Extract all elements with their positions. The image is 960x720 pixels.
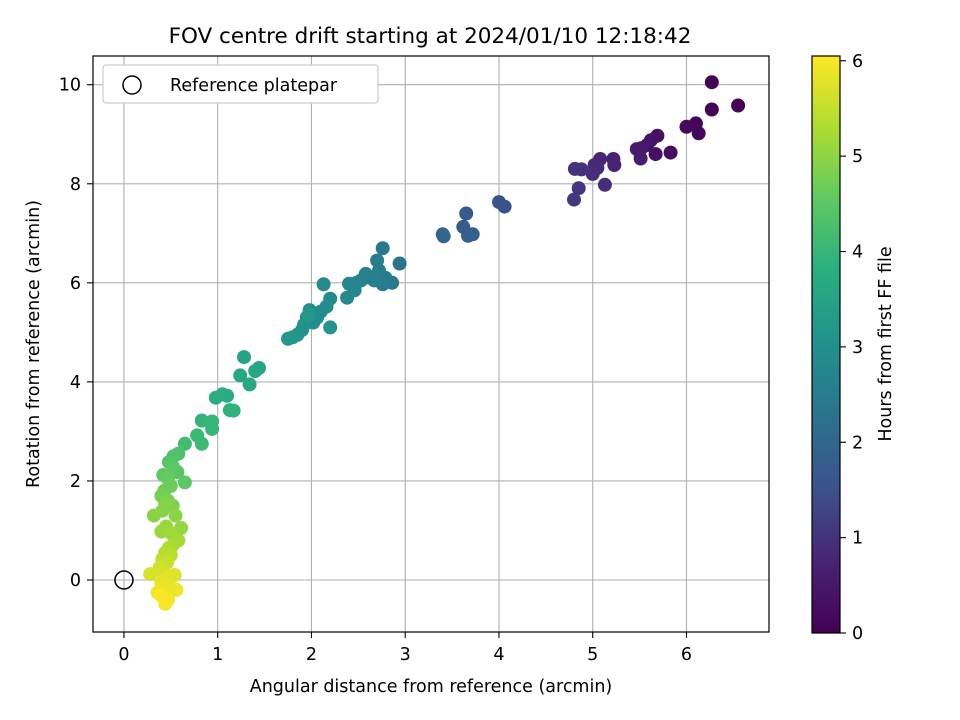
colorbar-gradient bbox=[811, 55, 841, 634]
x-axis-ticks: 0 1 2 3 4 5 6 bbox=[118, 632, 692, 665]
grid bbox=[93, 56, 769, 632]
y-tick-label: 4 bbox=[70, 373, 81, 393]
scatter-point bbox=[663, 145, 678, 160]
plot-background bbox=[93, 56, 769, 632]
y-tick-label: 8 bbox=[70, 175, 81, 195]
scatter-point bbox=[248, 364, 263, 378]
scatter-point bbox=[237, 350, 251, 365]
scatter-point bbox=[679, 119, 694, 134]
data-points bbox=[143, 75, 746, 611]
scatter-point bbox=[567, 192, 581, 207]
colorbar-tick-label: 5 bbox=[852, 147, 863, 167]
colorbar: 0 1 2 3 4 5 6 Hours from first FF file bbox=[811, 52, 896, 644]
reference-platepar-marker bbox=[114, 570, 134, 590]
colorbar-label: Hours from first FF file bbox=[876, 246, 896, 441]
x-tick-label: 0 bbox=[118, 645, 129, 665]
x-tick-label: 4 bbox=[493, 645, 504, 665]
legend-box bbox=[102, 64, 379, 104]
colorbar-tick-label: 3 bbox=[852, 338, 863, 358]
plot-area: 0 1 2 3 4 5 6 0 2 4 6 8 10 bbox=[59, 55, 770, 665]
scatter-point bbox=[597, 177, 612, 192]
scatter-point bbox=[316, 277, 331, 292]
scatter-point bbox=[633, 151, 648, 166]
y-tick-label: 0 bbox=[70, 571, 81, 591]
colorbar-tick-label: 6 bbox=[852, 52, 863, 72]
scatter-point bbox=[571, 181, 586, 196]
scatter-point bbox=[459, 206, 474, 221]
colorbar-tick-label: 0 bbox=[852, 624, 863, 644]
scatter-point bbox=[461, 228, 475, 243]
scatter-point bbox=[177, 475, 192, 490]
scatter-point bbox=[143, 567, 158, 582]
y-tick-label: 6 bbox=[70, 274, 81, 294]
scatter-point bbox=[607, 158, 622, 172]
scatter-point bbox=[194, 436, 209, 451]
scatter-point bbox=[168, 508, 183, 523]
scatter-point bbox=[177, 436, 192, 451]
x-tick-label: 6 bbox=[681, 645, 692, 665]
scatter-point bbox=[731, 98, 746, 113]
colorbar-tick-label: 1 bbox=[852, 529, 863, 549]
scatter-point bbox=[375, 241, 390, 256]
scatter-point bbox=[169, 582, 184, 597]
scatter-point bbox=[340, 290, 355, 305]
scatter-point bbox=[165, 459, 180, 474]
colorbar-tick-label: 2 bbox=[852, 433, 863, 453]
scatter-point bbox=[205, 421, 220, 436]
scatter-point bbox=[323, 320, 338, 335]
legend-label-reference: Reference platepar bbox=[170, 76, 338, 96]
scatter-point bbox=[648, 147, 663, 162]
scatter-point bbox=[392, 256, 407, 271]
chart-title: FOV centre drift starting at 2024/01/10 … bbox=[169, 24, 692, 49]
scatter-point bbox=[153, 587, 168, 602]
scatter-point bbox=[281, 331, 295, 346]
x-tick-label: 1 bbox=[212, 645, 223, 665]
scatter-point bbox=[215, 387, 230, 402]
colorbar-tick-label: 4 bbox=[852, 243, 863, 263]
scatter-point bbox=[194, 413, 209, 428]
plot-frame bbox=[92, 55, 770, 633]
legend-marker-reference bbox=[122, 75, 142, 95]
x-axis-label: Angular distance from reference (arcmin) bbox=[250, 677, 613, 697]
y-axis-ticks: 0 2 4 6 8 10 bbox=[59, 76, 93, 591]
scatter-point bbox=[492, 195, 506, 210]
scatter-point bbox=[435, 227, 450, 242]
y-tick-label: 10 bbox=[59, 76, 81, 96]
scatter-point bbox=[567, 161, 582, 176]
scatter-point bbox=[242, 377, 257, 392]
x-tick-label: 5 bbox=[587, 645, 598, 665]
y-tick-label: 2 bbox=[70, 472, 81, 492]
legend: Reference platepar bbox=[102, 64, 379, 104]
y-axis-label: Rotation from reference (arcmin) bbox=[24, 200, 44, 488]
x-tick-label: 3 bbox=[400, 645, 411, 665]
colorbar-ticks: 0 1 2 3 4 5 6 bbox=[840, 52, 863, 644]
x-tick-label: 2 bbox=[306, 645, 317, 665]
scatter-point bbox=[704, 75, 719, 90]
scatter-point bbox=[301, 308, 316, 322]
scatter-point bbox=[146, 508, 161, 523]
scatter-point bbox=[585, 166, 600, 181]
scatter-point bbox=[704, 102, 719, 117]
scatter-point bbox=[233, 368, 248, 383]
scatter-point bbox=[226, 403, 241, 418]
scatter-point bbox=[691, 126, 706, 141]
